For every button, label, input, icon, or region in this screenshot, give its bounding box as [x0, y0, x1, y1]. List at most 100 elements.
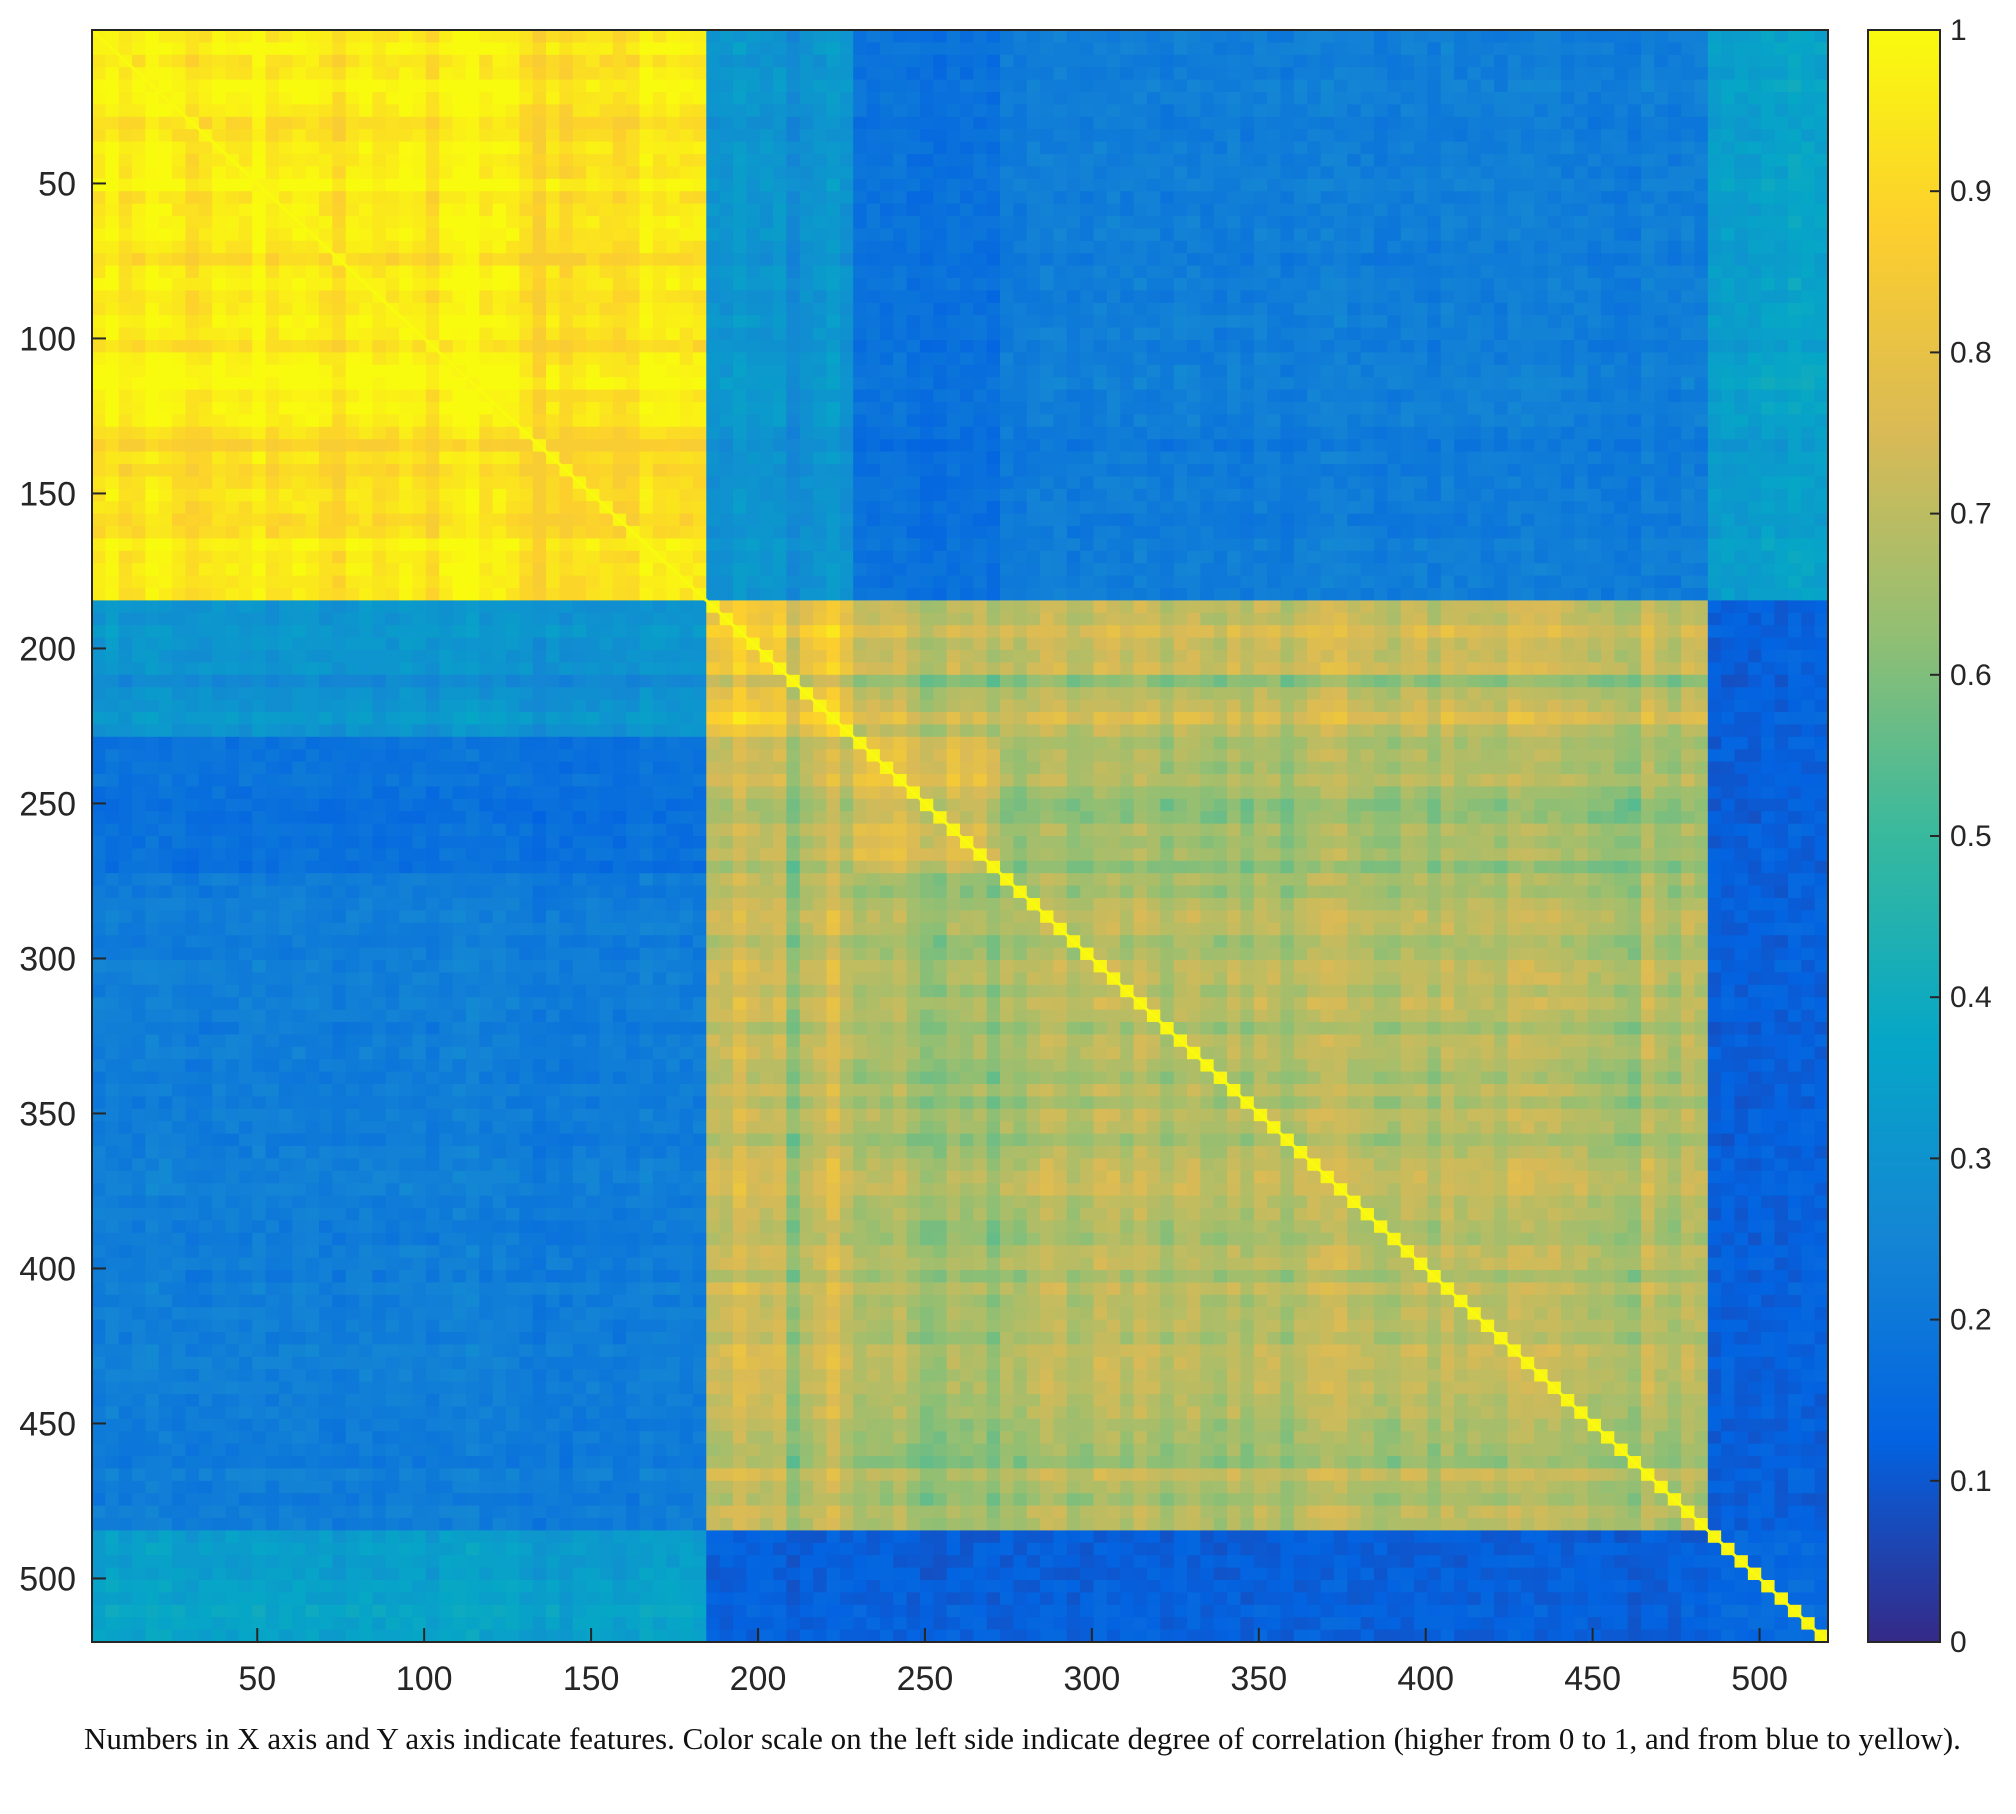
- heatmap-cell: [1347, 240, 1362, 254]
- heatmap-cell: [1747, 92, 1762, 105]
- heatmap-cell: [546, 426, 560, 440]
- heatmap-cell: [773, 389, 787, 403]
- heatmap-cell: [452, 476, 467, 490]
- heatmap-cell: [706, 315, 721, 329]
- heatmap-cell: [1654, 340, 1669, 353]
- heatmap-cell: [1160, 178, 1175, 192]
- heatmap-cell: [1307, 352, 1322, 366]
- heatmap-cell: [1267, 377, 1282, 391]
- heatmap-cell: [359, 154, 374, 167]
- heatmap-cell: [1227, 439, 1242, 453]
- heatmap-cell: [719, 340, 734, 353]
- heatmap-cell: [1761, 129, 1776, 143]
- heatmap-cell: [893, 439, 908, 453]
- heatmap-cell: [626, 327, 641, 341]
- heatmap-cell: [118, 79, 133, 93]
- heatmap-cell: [986, 389, 1001, 403]
- heatmap-cell: [1200, 464, 1215, 477]
- heatmap-cell: [1801, 451, 1816, 465]
- heatmap-cell: [1654, 216, 1669, 229]
- heatmap-cell: [546, 166, 560, 180]
- heatmap-cell: [238, 327, 253, 341]
- heatmap-cell: [933, 377, 948, 391]
- heatmap-cell: [639, 426, 654, 440]
- heatmap-cell: [1774, 402, 1789, 415]
- heatmap-cell: [692, 377, 707, 391]
- heatmap-cell: [1173, 488, 1188, 502]
- heatmap-cell: [1227, 278, 1242, 291]
- heatmap-cell: [612, 54, 627, 68]
- heatmap-cell: [1454, 364, 1469, 378]
- heatmap-cell: [1013, 315, 1028, 329]
- heatmap-cell: [1200, 265, 1215, 279]
- heatmap-cell: [1814, 30, 1829, 43]
- heatmap-cell: [452, 154, 467, 167]
- heatmap-cell: [639, 104, 654, 118]
- heatmap-cell: [1080, 290, 1095, 304]
- heatmap-cell: [1280, 315, 1295, 329]
- heatmap-cell: [1333, 389, 1348, 403]
- heatmap-cell: [1160, 67, 1175, 81]
- heatmap-cell: [1320, 116, 1335, 130]
- heatmap-cell: [132, 116, 147, 130]
- heatmap-cell: [893, 451, 908, 465]
- heatmap-cell: [1240, 315, 1255, 329]
- heatmap-cell: [893, 377, 908, 391]
- heatmap-cell: [559, 79, 574, 93]
- heatmap-cell: [1253, 228, 1268, 242]
- heatmap-cell: [1307, 191, 1322, 205]
- heatmap-cell: [92, 278, 106, 291]
- heatmap-cell: [1133, 228, 1148, 242]
- heatmap-cell: [1080, 92, 1095, 105]
- heatmap-cell: [1040, 67, 1055, 81]
- heatmap-cell: [425, 464, 440, 477]
- heatmap-cell: [1013, 104, 1028, 118]
- heatmap-cell: [986, 265, 1001, 279]
- heatmap-cell: [1560, 104, 1575, 118]
- heatmap-cell: [1387, 92, 1402, 105]
- heatmap-cell: [1694, 476, 1709, 490]
- heatmap-cell: [1133, 92, 1148, 105]
- heatmap-cell: [1066, 377, 1081, 391]
- heatmap-cell: [505, 488, 520, 502]
- heatmap-cell: [399, 464, 414, 477]
- heatmap-cell: [666, 340, 681, 353]
- heatmap-cell: [786, 290, 801, 304]
- heatmap-cell: [1520, 464, 1535, 477]
- heatmap-cell: [933, 191, 948, 205]
- heatmap-cell: [1373, 389, 1388, 403]
- heatmap-cell: [1654, 191, 1669, 205]
- heatmap-cell: [1280, 67, 1295, 81]
- heatmap-cell: [1347, 104, 1362, 118]
- heatmap-cell: [1293, 216, 1308, 229]
- heatmap-cell: [225, 476, 240, 490]
- heatmap-cell: [1360, 92, 1375, 105]
- heatmap-cell: [933, 290, 948, 304]
- heatmap-cell: [465, 265, 480, 279]
- heatmap-cell: [1600, 352, 1615, 366]
- heatmap-cell: [759, 30, 774, 43]
- heatmap-cell: [1560, 166, 1575, 180]
- heatmap-cell: [919, 315, 934, 329]
- heatmap-cell: [960, 265, 974, 279]
- heatmap-cell: [118, 104, 133, 118]
- heatmap-cell: [1387, 439, 1402, 453]
- heatmap-cell: [1587, 30, 1602, 43]
- heatmap-cell: [626, 389, 641, 403]
- heatmap-cell: [1293, 414, 1308, 428]
- heatmap-cell: [692, 92, 707, 105]
- heatmap-cell: [799, 92, 814, 105]
- heatmap-cell: [1520, 364, 1535, 378]
- heatmap-cell: [786, 302, 801, 316]
- heatmap-cell: [1667, 265, 1682, 279]
- heatmap-cell: [1694, 426, 1709, 440]
- heatmap-cell: [666, 79, 681, 93]
- heatmap-cell: [599, 464, 614, 477]
- heatmap-cell: [666, 166, 681, 180]
- heatmap-cell: [1080, 30, 1095, 43]
- heatmap-cell: [1146, 265, 1161, 279]
- heatmap-cell: [546, 104, 560, 118]
- heatmap-cell: [719, 203, 734, 217]
- heatmap-cell: [639, 178, 654, 192]
- heatmap-cell: [960, 104, 974, 118]
